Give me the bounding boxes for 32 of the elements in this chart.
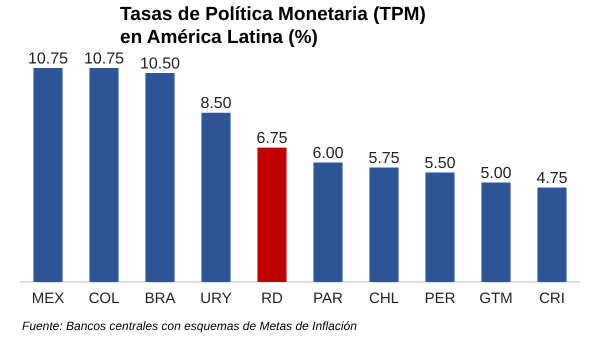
- bar: [425, 172, 455, 282]
- bar: [537, 187, 567, 282]
- data-label: 6.00: [312, 144, 344, 162]
- x-tick-label: CRI: [539, 290, 565, 308]
- source-note: Fuente: Bancos centrales con esquemas de Metas de Inflación: [22, 319, 357, 333]
- bar: [145, 72, 175, 282]
- data-label: 5.00: [480, 164, 512, 182]
- data-label: 10.75: [28, 50, 68, 68]
- data-label: 5.50: [424, 154, 456, 172]
- x-tick-label: MEX: [32, 290, 64, 308]
- x-tick-label: GTM: [479, 290, 513, 308]
- chart-title: Tasas de Política Monetaria (TPM) en América Latina (%): [120, 3, 426, 49]
- x-tick-label: URY: [200, 290, 232, 308]
- x-tick-label: PAR: [313, 290, 344, 308]
- data-label: 4.75: [536, 170, 568, 187]
- bar: [257, 148, 287, 282]
- data-label: 10.50: [140, 55, 180, 72]
- data-label: 10.75: [84, 50, 124, 68]
- bar: [201, 112, 231, 282]
- data-label: 5.75: [368, 150, 400, 167]
- data-label: 6.75: [256, 130, 288, 148]
- bar: [89, 68, 119, 282]
- x-tick-label: COL: [88, 290, 120, 308]
- bar: [313, 162, 343, 282]
- x-tick-label: BRA: [144, 290, 176, 308]
- x-tick-label: CHL: [368, 290, 400, 308]
- x-tick-label: PER: [424, 290, 456, 308]
- bar: [481, 182, 511, 282]
- x-tick-label: RD: [261, 290, 283, 308]
- bar: [369, 168, 399, 282]
- data-label: 8.50: [200, 95, 232, 112]
- bar: [33, 68, 63, 282]
